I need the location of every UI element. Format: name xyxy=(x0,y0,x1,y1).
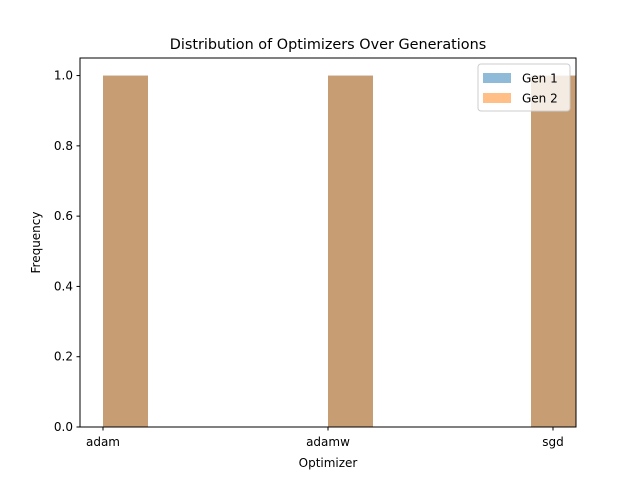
chart-title: Distribution of Optimizers Over Generati… xyxy=(170,37,486,53)
bars-layer xyxy=(103,75,576,428)
legend: Gen 1 Gen 2 xyxy=(477,63,571,112)
x-tick-label: adam xyxy=(86,435,120,449)
legend-label: Gen 2 xyxy=(522,92,558,106)
legend-swatch xyxy=(483,73,511,83)
y-axis-label: Frequency xyxy=(29,212,43,274)
y-tick-label: 0.2 xyxy=(54,350,73,364)
x-tick-label: adamw xyxy=(306,435,350,449)
legend-label: Gen 1 xyxy=(522,72,558,86)
legend-swatch xyxy=(483,93,511,103)
y-axis: 0.0 0.2 0.4 0.6 0.8 1.0 xyxy=(54,69,80,434)
y-tick-label: 1.0 xyxy=(54,69,73,83)
y-tick-label: 0.4 xyxy=(54,279,73,293)
bar-gen-2-adamw xyxy=(328,75,373,428)
bar-gen-2-sgd xyxy=(531,75,576,428)
y-tick-label: 0.0 xyxy=(54,420,73,434)
x-tick-label: sgd xyxy=(542,435,564,449)
x-axis: adam adamw sgd xyxy=(86,427,564,449)
y-tick-label: 0.6 xyxy=(54,209,73,223)
bar-gen-2-adam xyxy=(103,75,148,428)
y-tick-label: 0.8 xyxy=(54,139,73,153)
x-axis-label: Optimizer xyxy=(299,456,358,470)
